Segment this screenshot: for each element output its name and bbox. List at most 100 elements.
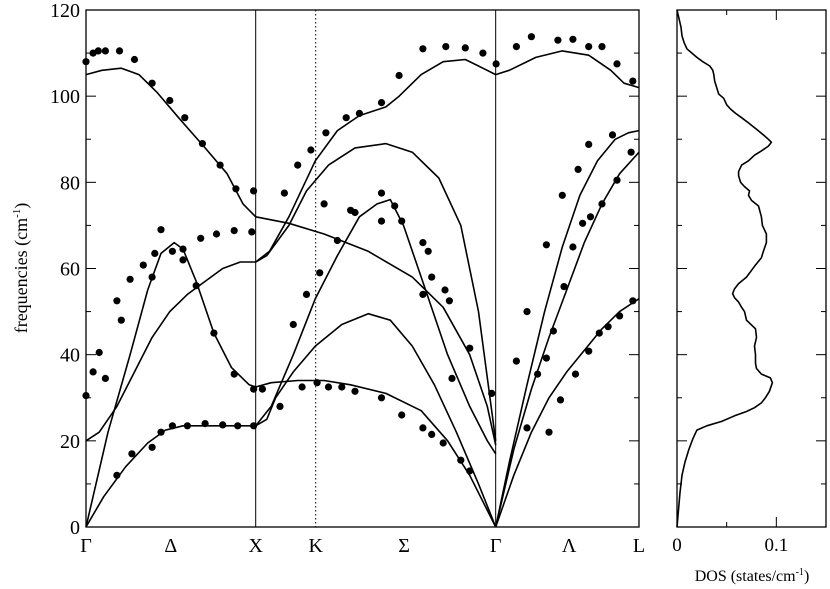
experimental-point (512, 43, 521, 51)
experimental-point (250, 187, 258, 195)
experimental-point (542, 241, 551, 249)
experimental-point (585, 347, 593, 355)
ylabel-text: frequencies (cm (11, 218, 32, 333)
experimental-point (419, 45, 427, 53)
experimental-point (616, 312, 624, 320)
dispersion-branch-0 (85, 67, 497, 446)
experimental-point (179, 245, 187, 253)
experimental-point (250, 422, 258, 430)
experimental-point (586, 213, 595, 221)
experimental-point (377, 394, 386, 402)
experimental-point (276, 402, 284, 410)
x-tick-label: Δ (164, 535, 177, 557)
experimental-point (542, 354, 551, 362)
dispersion-branch-3 (85, 312, 497, 528)
experimental-point (289, 320, 297, 329)
experimental-point (248, 228, 256, 236)
experimental-point (355, 109, 363, 117)
experimental-point (82, 58, 90, 66)
experimental-point (585, 43, 593, 51)
x-tick-label: Σ (398, 535, 410, 557)
experimental-point (604, 323, 612, 331)
experimental-point (560, 283, 568, 291)
experimental-point (250, 385, 258, 393)
experimental-point (448, 374, 456, 382)
dispersion-y-axis-label: frequencies (cm-1) (11, 203, 32, 334)
experimental-point (338, 383, 346, 391)
dispersion-branch-8 (494, 298, 640, 528)
experimental-point (313, 379, 321, 387)
experimental-point (232, 185, 240, 193)
experimental-point (512, 357, 521, 365)
experimental-point (579, 219, 587, 227)
experimental-point (395, 71, 403, 80)
experimental-point (280, 189, 288, 197)
xlabel-close: ) (804, 568, 809, 585)
experimental-point (428, 273, 436, 281)
y-tick-label: 60 (60, 259, 80, 281)
dos-x-axis-label: DOS (states/cm-1) (695, 567, 810, 585)
dispersion-y-axis: 0 20 40 60 80 100 120 (50, 0, 639, 539)
experimental-point (130, 55, 139, 64)
y-tick-label: 0 (70, 517, 80, 539)
experimental-point (629, 297, 637, 305)
y-tick-label: 120 (50, 0, 80, 22)
dos-x-tick-label: 0.1 (764, 535, 788, 556)
dispersion-branch-1 (85, 142, 497, 442)
experimental-point (419, 290, 427, 298)
experimental-point (523, 424, 531, 432)
dispersion-branch-5 (255, 198, 497, 455)
x-tick-label: K (308, 535, 323, 557)
experimental-point (320, 200, 328, 208)
experimental-point (351, 208, 359, 217)
experimental-point (439, 439, 447, 447)
y-tick-label: 100 (50, 86, 80, 108)
experimental-point (377, 189, 386, 197)
experimental-point (192, 282, 200, 290)
experimental-point (627, 148, 635, 156)
dispersion-panel: 0 20 40 60 80 100 120 Γ Δ X K Σ Γ Λ L frequencies (cm… (11, 0, 645, 557)
experimental-point (94, 47, 102, 55)
experimental-point (391, 202, 399, 210)
experimental-point (613, 60, 621, 68)
experimental-point (545, 428, 553, 436)
experimental-point (571, 370, 580, 378)
x-tick-label: Λ (562, 535, 577, 557)
experimental-point (466, 344, 474, 352)
experimental-point (445, 297, 453, 305)
experimental-point (492, 60, 500, 68)
experimental-point (230, 227, 238, 235)
experimental-point (316, 269, 324, 277)
experimental-point (258, 385, 266, 393)
experimental-points (82, 33, 637, 479)
experimental-point (424, 247, 432, 255)
experimental-point (212, 230, 221, 238)
experimental-point (117, 316, 125, 324)
symmetry-point-lines (255, 10, 497, 527)
experimental-point (101, 374, 109, 382)
dispersion-branch-7 (494, 151, 640, 528)
experimental-point (307, 146, 315, 154)
experimental-point (101, 47, 109, 55)
experimental-point (534, 370, 542, 378)
experimental-point (216, 161, 224, 169)
dos-panel: 0 0.1 DOS (states/cm-1) (672, 9, 827, 585)
experimental-point (479, 49, 487, 57)
y-tick-label: 20 (60, 431, 80, 453)
dos-y-ticks (677, 9, 826, 528)
dos-curve-group (676, 9, 774, 528)
experimental-point (488, 389, 496, 397)
experimental-point (157, 226, 165, 234)
experimental-point (298, 383, 306, 391)
experimental-point (181, 114, 189, 122)
experimental-point (377, 99, 386, 107)
experimental-point (569, 35, 577, 43)
experimental-point (554, 36, 562, 44)
experimental-point (139, 261, 147, 269)
y-tick-label: 80 (60, 172, 80, 194)
xlabel-text: DOS (states/cm (695, 568, 796, 585)
experimental-point (219, 421, 227, 429)
experimental-point (168, 422, 176, 430)
